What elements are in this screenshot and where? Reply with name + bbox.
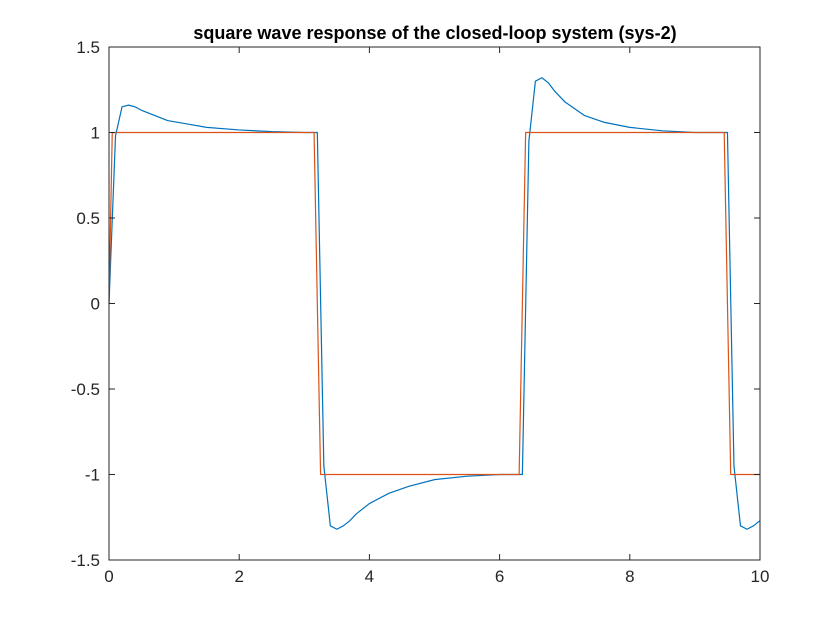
- x-tick-label: 6: [495, 567, 504, 586]
- x-tick-label: 8: [625, 567, 634, 586]
- x-tick-label: 10: [751, 567, 770, 586]
- x-tick-label: 4: [365, 567, 374, 586]
- x-tick-label: 0: [104, 567, 113, 586]
- axes-background: [109, 47, 760, 560]
- y-tick-label: 0.5: [76, 209, 100, 228]
- x-tick-label: 2: [234, 567, 243, 586]
- y-tick-label: -1: [85, 466, 100, 485]
- series-layer: [108, 77, 761, 530]
- y-tick-label: 1: [91, 124, 100, 143]
- y-tick-label: 1.5: [76, 38, 100, 57]
- y-tick-label: 0: [91, 295, 100, 314]
- ticks-layer: 0 2 4 6 8 10 -1.5 -1 -0.5 0 0.5 1 1.5: [71, 38, 770, 586]
- series-line-1: [108, 77, 761, 530]
- y-tick-label: -0.5: [71, 380, 100, 399]
- chart-title: square wave response of the closed-loop …: [193, 23, 676, 43]
- y-tick-label: -1.5: [71, 551, 100, 570]
- series-line-2: [108, 131, 760, 476]
